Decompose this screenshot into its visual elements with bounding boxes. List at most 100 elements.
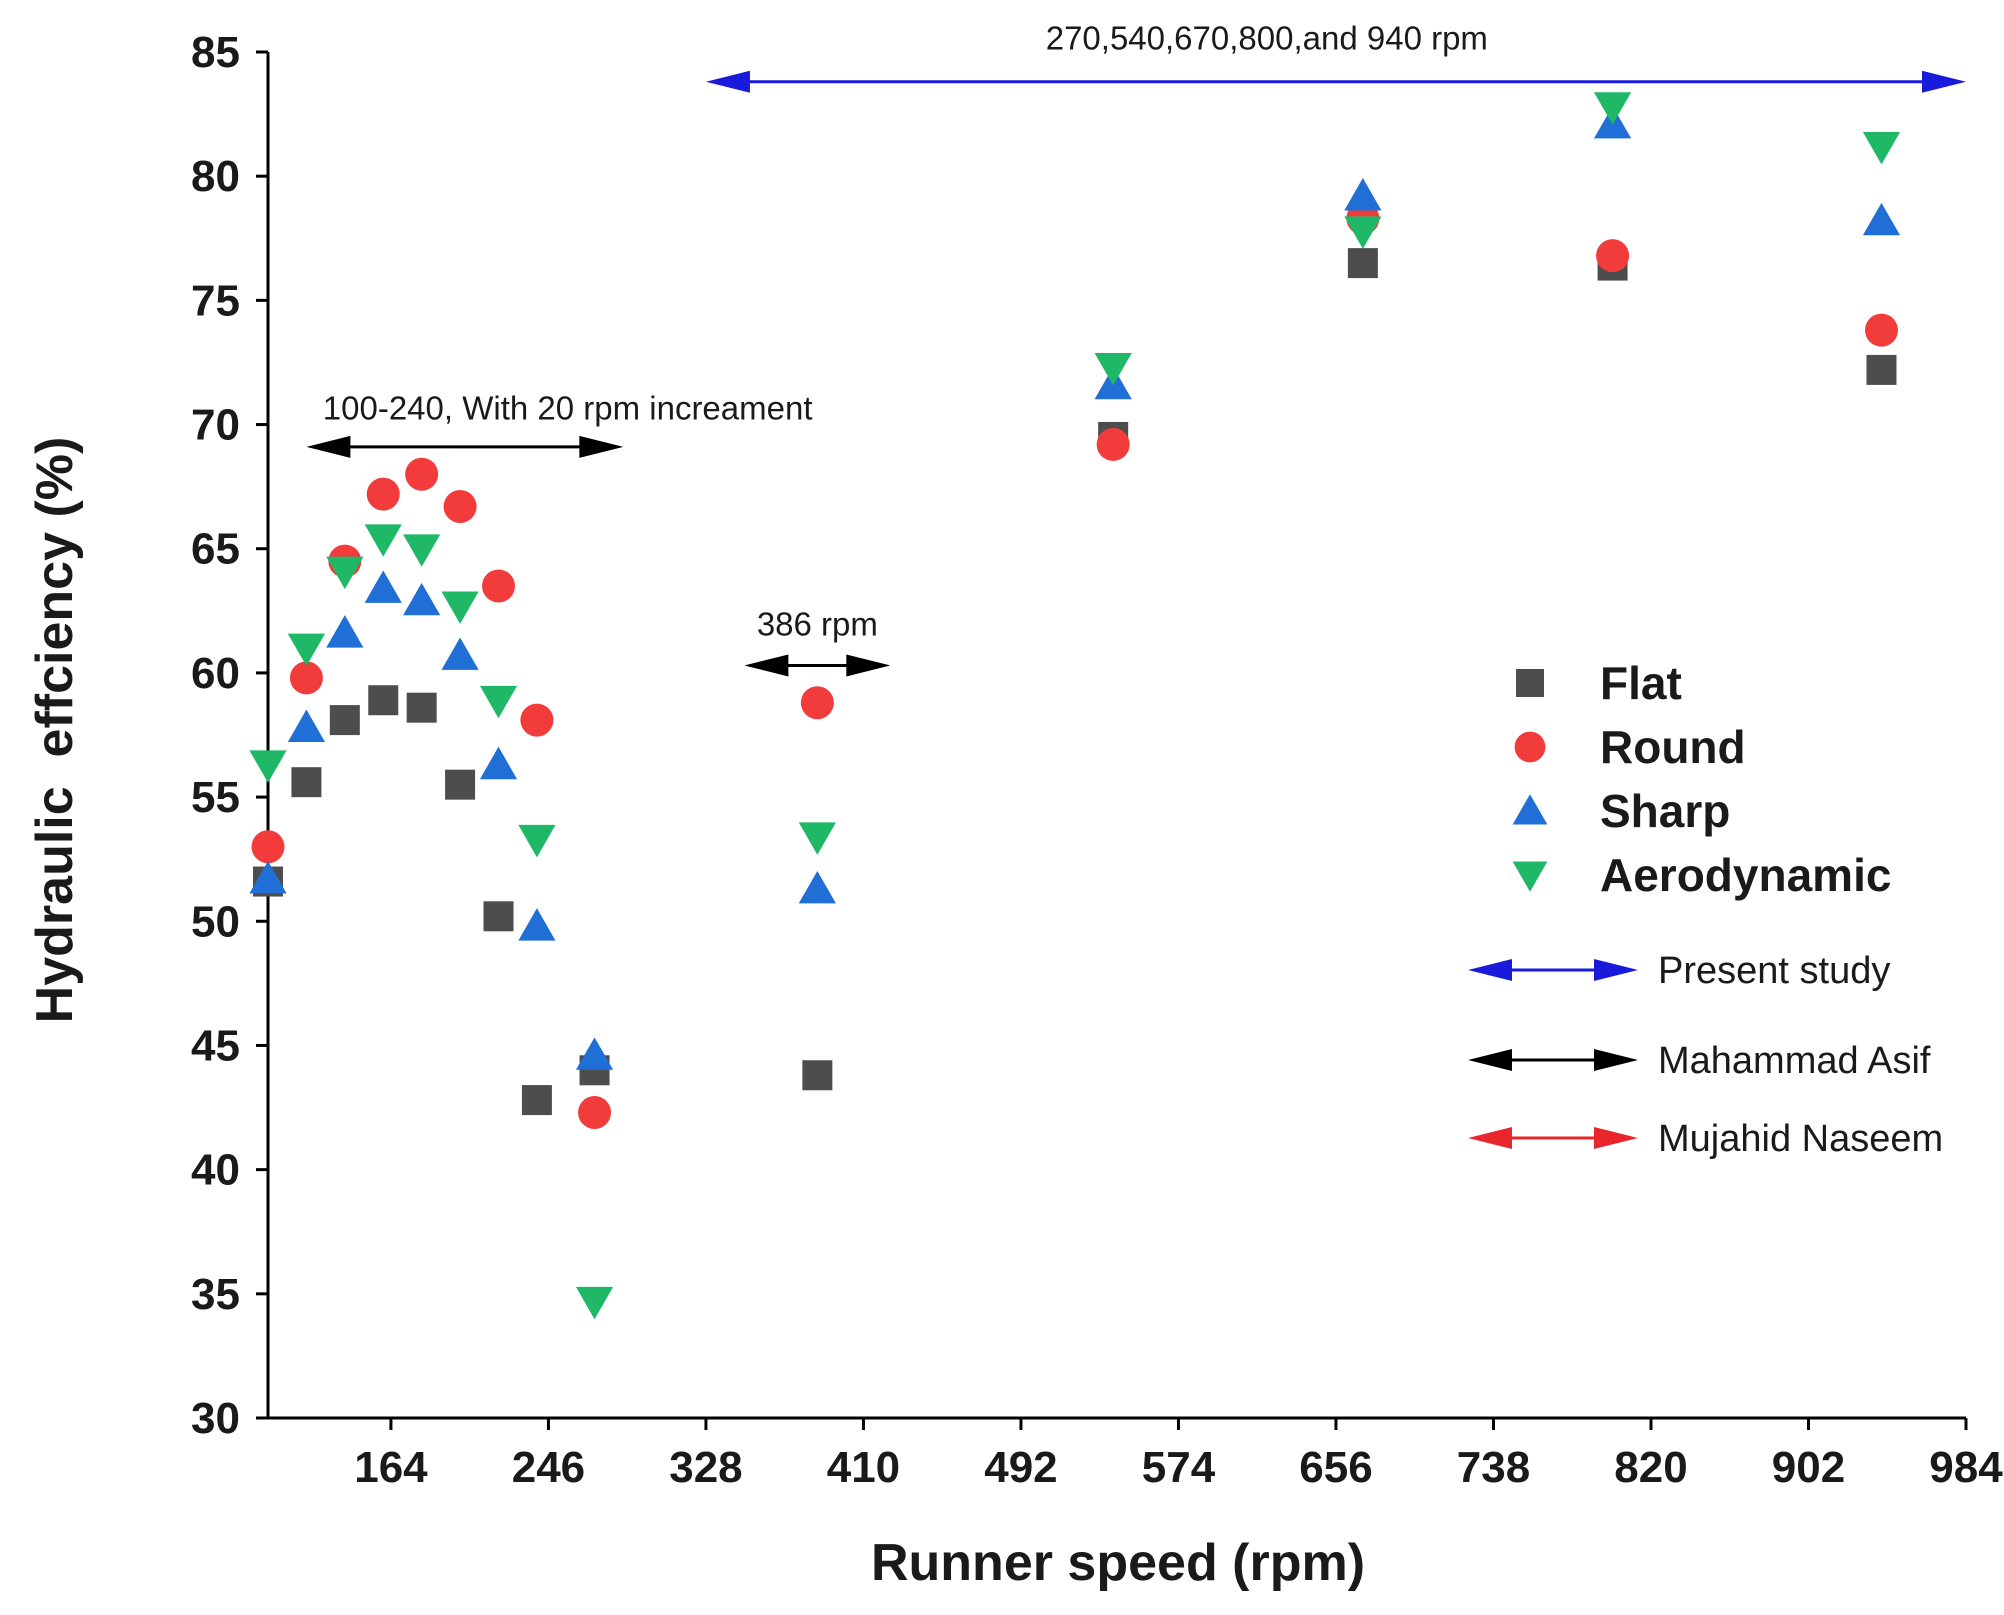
arrow-head-right: [579, 435, 624, 458]
data-point: [289, 661, 323, 695]
x-tick-label: 492: [984, 1443, 1057, 1492]
x-tick-label: 410: [827, 1443, 900, 1492]
arrow-head-right: [1594, 959, 1638, 981]
legend-arrow: [1468, 1127, 1638, 1149]
y-axis-title: Hydraulic effciency (%): [26, 437, 84, 1024]
arrow-head-left: [1468, 1049, 1512, 1071]
legend-marker: [1516, 669, 1544, 697]
data-point: [479, 746, 518, 780]
y-tick-label: 85: [191, 28, 240, 77]
data-point: [578, 1096, 612, 1130]
legend: Flat Round Sharp Aerodynamic Present study Ma…: [1468, 657, 1943, 1160]
y-tick-label: 45: [191, 1021, 240, 1070]
data-point: [368, 685, 399, 716]
range-arrow: [306, 435, 624, 458]
y-tick-label: 35: [191, 1270, 240, 1319]
data-point: [1094, 353, 1132, 386]
data-point: [518, 908, 556, 941]
legend-marker: [1514, 731, 1546, 763]
data-point: [443, 490, 477, 524]
x-tick-label: 574: [1142, 1443, 1216, 1492]
y-tick-label: 70: [191, 401, 240, 450]
data-point: [405, 457, 439, 491]
arrow-head-left: [705, 70, 750, 93]
y-tick-label: 65: [191, 525, 240, 574]
x-tick-label: 246: [512, 1443, 585, 1492]
data-point: [287, 633, 326, 667]
data-point: [403, 534, 441, 567]
x-tick-label: 902: [1772, 1443, 1845, 1492]
x-tick-label: 738: [1457, 1443, 1530, 1492]
y-tick-label: 55: [191, 773, 240, 822]
y-tick-label: 80: [191, 152, 240, 201]
data-point: [445, 769, 476, 800]
legend-marker: [1512, 794, 1548, 825]
arrow-head-left: [306, 435, 351, 458]
legend-marker: [1512, 861, 1548, 892]
legend-label: Sharp: [1600, 785, 1730, 837]
data-point: [1596, 239, 1630, 273]
legend-arrow: [1468, 959, 1638, 981]
data-point: [403, 582, 441, 616]
y-tick-label: 40: [191, 1146, 240, 1195]
legend-arrow: [1468, 1049, 1638, 1071]
data-point: [249, 750, 287, 783]
y-tick-label: 75: [191, 276, 240, 325]
y-tick-label: 50: [191, 897, 240, 946]
data-point: [483, 901, 514, 932]
data-point: [575, 1286, 614, 1320]
arrow-head-right: [1922, 70, 1966, 93]
y-tick-label: 60: [191, 649, 240, 698]
data-point: [326, 556, 364, 590]
arrow-head-right: [1594, 1127, 1638, 1149]
data-point: [441, 591, 479, 624]
x-tick-label: 164: [354, 1443, 428, 1492]
annotations: 270,540,670,800,and 940 rpm 100-240, With…: [306, 20, 1966, 677]
arrow-head-left: [1468, 1127, 1512, 1149]
data-point: [1862, 131, 1901, 165]
arrow-head-right: [1594, 1049, 1638, 1071]
range-arrow: [705, 70, 1966, 93]
x-axis-title: Runner speed (rpm): [871, 1534, 1365, 1592]
axes: 30 35 40 45 50 55 60 65 70 75 80 85 164 246 328 410 492 5…: [191, 28, 2003, 1492]
arrow-head-left: [744, 654, 789, 677]
legend-label: Round: [1600, 721, 1746, 773]
legend-arrow-label: Present study: [1658, 950, 1890, 992]
data-point: [1344, 216, 1382, 249]
x-tick-label: 984: [1929, 1443, 2003, 1492]
range-label: 386 rpm: [757, 606, 878, 643]
x-tick-label: 328: [669, 1443, 742, 1492]
data-point: [479, 685, 518, 719]
series-aerodynamic: [249, 92, 1901, 1320]
data-point: [1096, 427, 1130, 461]
data-point: [251, 830, 285, 864]
data-point: [518, 824, 556, 858]
data-point: [406, 692, 437, 723]
legend-arrow-label: Mujahid Naseem: [1658, 1118, 1943, 1160]
data-point: [802, 1060, 833, 1091]
data-point: [1866, 354, 1897, 385]
data-points: [249, 92, 1901, 1320]
y-tick-label: 30: [191, 1394, 240, 1443]
arrow-head-right: [846, 654, 891, 677]
data-point: [521, 1085, 552, 1116]
data-point: [287, 709, 326, 742]
data-point: [798, 822, 836, 855]
data-point: [441, 637, 479, 670]
legend-label: Flat: [1600, 657, 1682, 709]
data-point: [326, 615, 364, 648]
x-tick-label: 656: [1299, 1443, 1372, 1492]
data-point: [800, 686, 834, 720]
data-point: [1593, 92, 1632, 125]
range-label: 100-240, With 20 rpm increament: [323, 390, 813, 427]
data-point: [329, 705, 360, 736]
legend-label: Aerodynamic: [1600, 849, 1891, 901]
data-point: [1344, 178, 1382, 211]
data-point: [481, 569, 515, 603]
data-point: [1862, 202, 1901, 236]
data-point: [1864, 313, 1898, 347]
x-tick-label: 820: [1614, 1443, 1687, 1492]
data-point: [575, 1037, 614, 1070]
data-point: [291, 767, 322, 798]
